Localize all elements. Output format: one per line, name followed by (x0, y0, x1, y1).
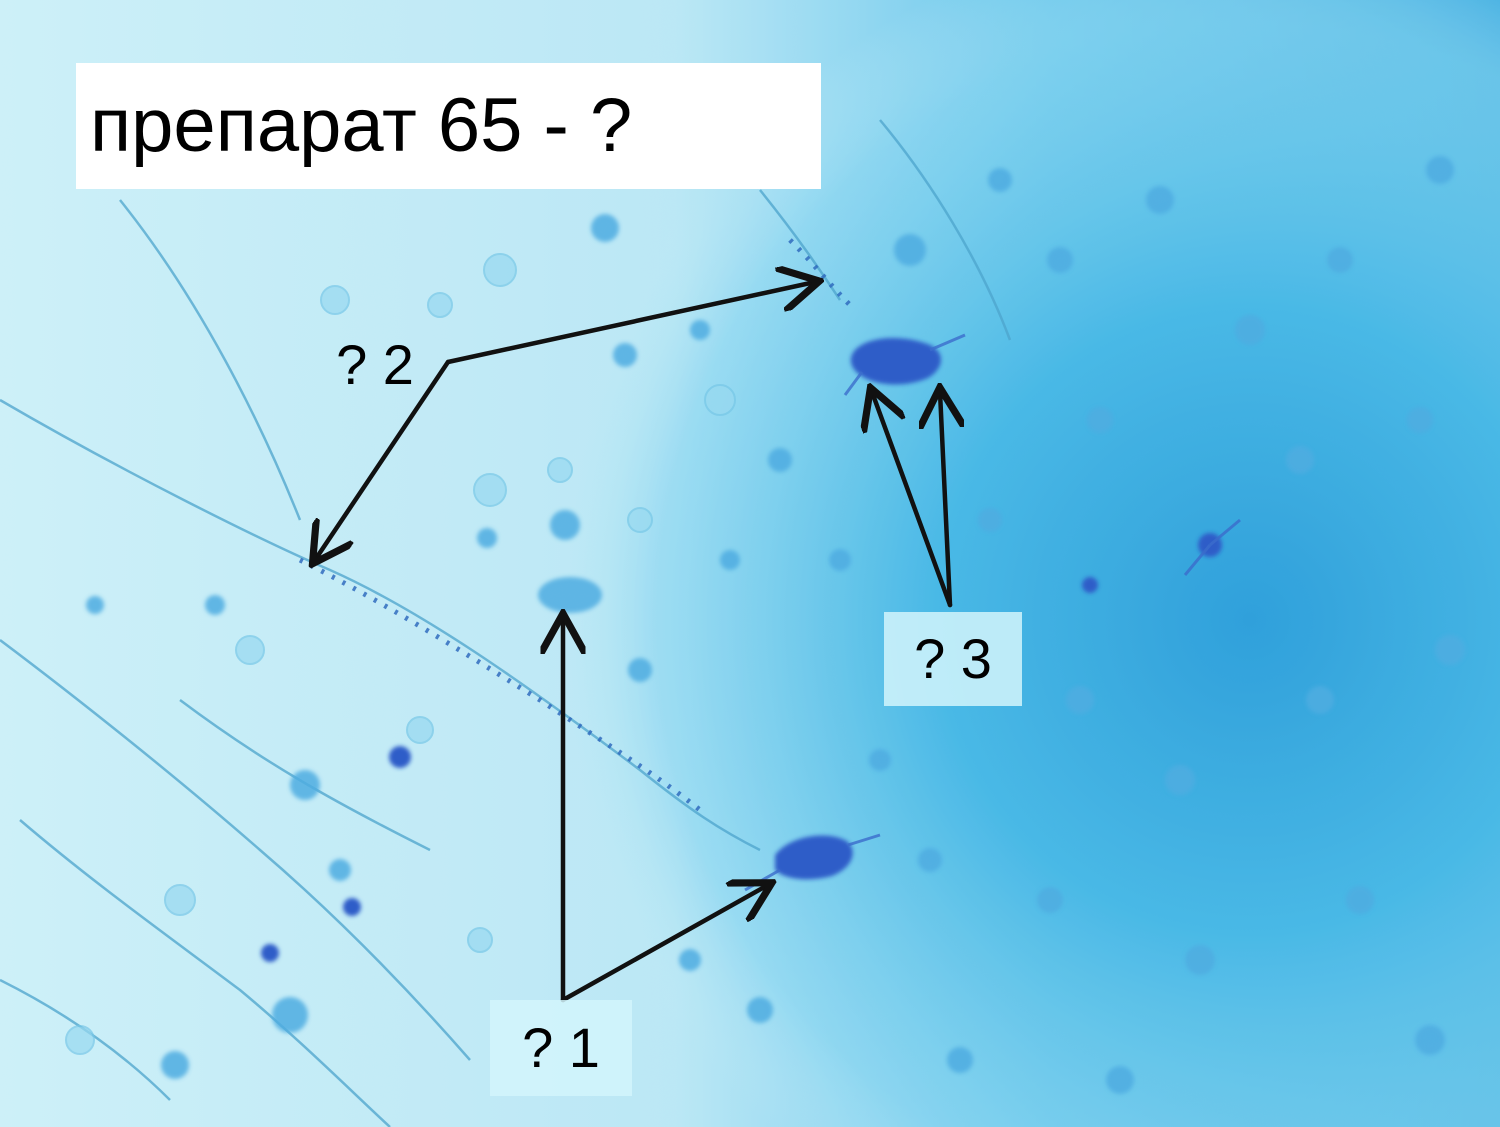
label-question-3-text: ? 3 (914, 627, 992, 690)
label-question-1: ? 1 (490, 1000, 632, 1096)
label-question-3: ? 3 (884, 612, 1022, 706)
title-box: препарат 65 - ? (76, 63, 821, 189)
label-question-1-text: ? 1 (522, 1016, 600, 1079)
slide-title: препарат 65 - ? (90, 83, 633, 168)
label-question-2-text: ? 2 (336, 333, 414, 396)
label-question-2: ? 2 (322, 330, 428, 400)
